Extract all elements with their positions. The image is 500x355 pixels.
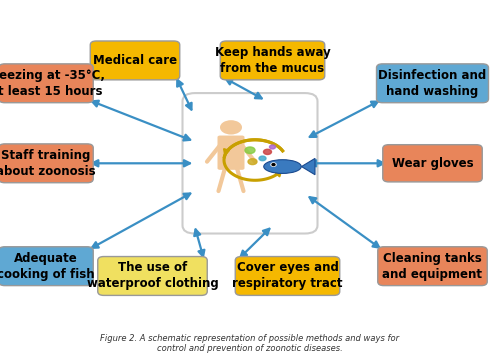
Ellipse shape bbox=[264, 160, 301, 174]
Text: Staff training
about zoonosis: Staff training about zoonosis bbox=[0, 149, 96, 178]
FancyBboxPatch shape bbox=[0, 64, 93, 103]
Text: Keep hands away
from the mucus: Keep hands away from the mucus bbox=[214, 46, 330, 75]
Text: Wear gloves: Wear gloves bbox=[392, 157, 473, 170]
Text: Adequate
cooking of fish: Adequate cooking of fish bbox=[0, 252, 95, 281]
Text: Cleaning tanks
and equipment: Cleaning tanks and equipment bbox=[382, 252, 482, 281]
Text: Disinfection and
hand washing: Disinfection and hand washing bbox=[378, 69, 486, 98]
Text: Medical care: Medical care bbox=[93, 54, 177, 67]
Polygon shape bbox=[302, 158, 315, 175]
FancyBboxPatch shape bbox=[378, 247, 487, 286]
FancyBboxPatch shape bbox=[98, 257, 208, 295]
Circle shape bbox=[271, 163, 276, 166]
FancyBboxPatch shape bbox=[220, 41, 325, 80]
FancyBboxPatch shape bbox=[0, 247, 93, 286]
Circle shape bbox=[264, 149, 272, 154]
FancyBboxPatch shape bbox=[383, 145, 482, 182]
Circle shape bbox=[270, 145, 276, 149]
Circle shape bbox=[245, 147, 255, 153]
FancyBboxPatch shape bbox=[90, 41, 180, 80]
Circle shape bbox=[272, 164, 275, 165]
Circle shape bbox=[259, 156, 266, 161]
Circle shape bbox=[248, 159, 257, 165]
Text: The use of
waterproof clothing: The use of waterproof clothing bbox=[86, 262, 218, 290]
Circle shape bbox=[220, 120, 242, 135]
FancyBboxPatch shape bbox=[235, 257, 340, 295]
FancyBboxPatch shape bbox=[182, 93, 318, 234]
FancyBboxPatch shape bbox=[0, 144, 93, 183]
Text: Freezing at -35°C,
at least 15 hours: Freezing at -35°C, at least 15 hours bbox=[0, 69, 106, 98]
Text: Figure 2. A schematic representation of possible methods and ways for
control an: Figure 2. A schematic representation of … bbox=[100, 334, 400, 353]
FancyBboxPatch shape bbox=[218, 136, 244, 170]
FancyBboxPatch shape bbox=[376, 64, 488, 103]
Text: Cover eyes and
respiratory tract: Cover eyes and respiratory tract bbox=[232, 262, 343, 290]
